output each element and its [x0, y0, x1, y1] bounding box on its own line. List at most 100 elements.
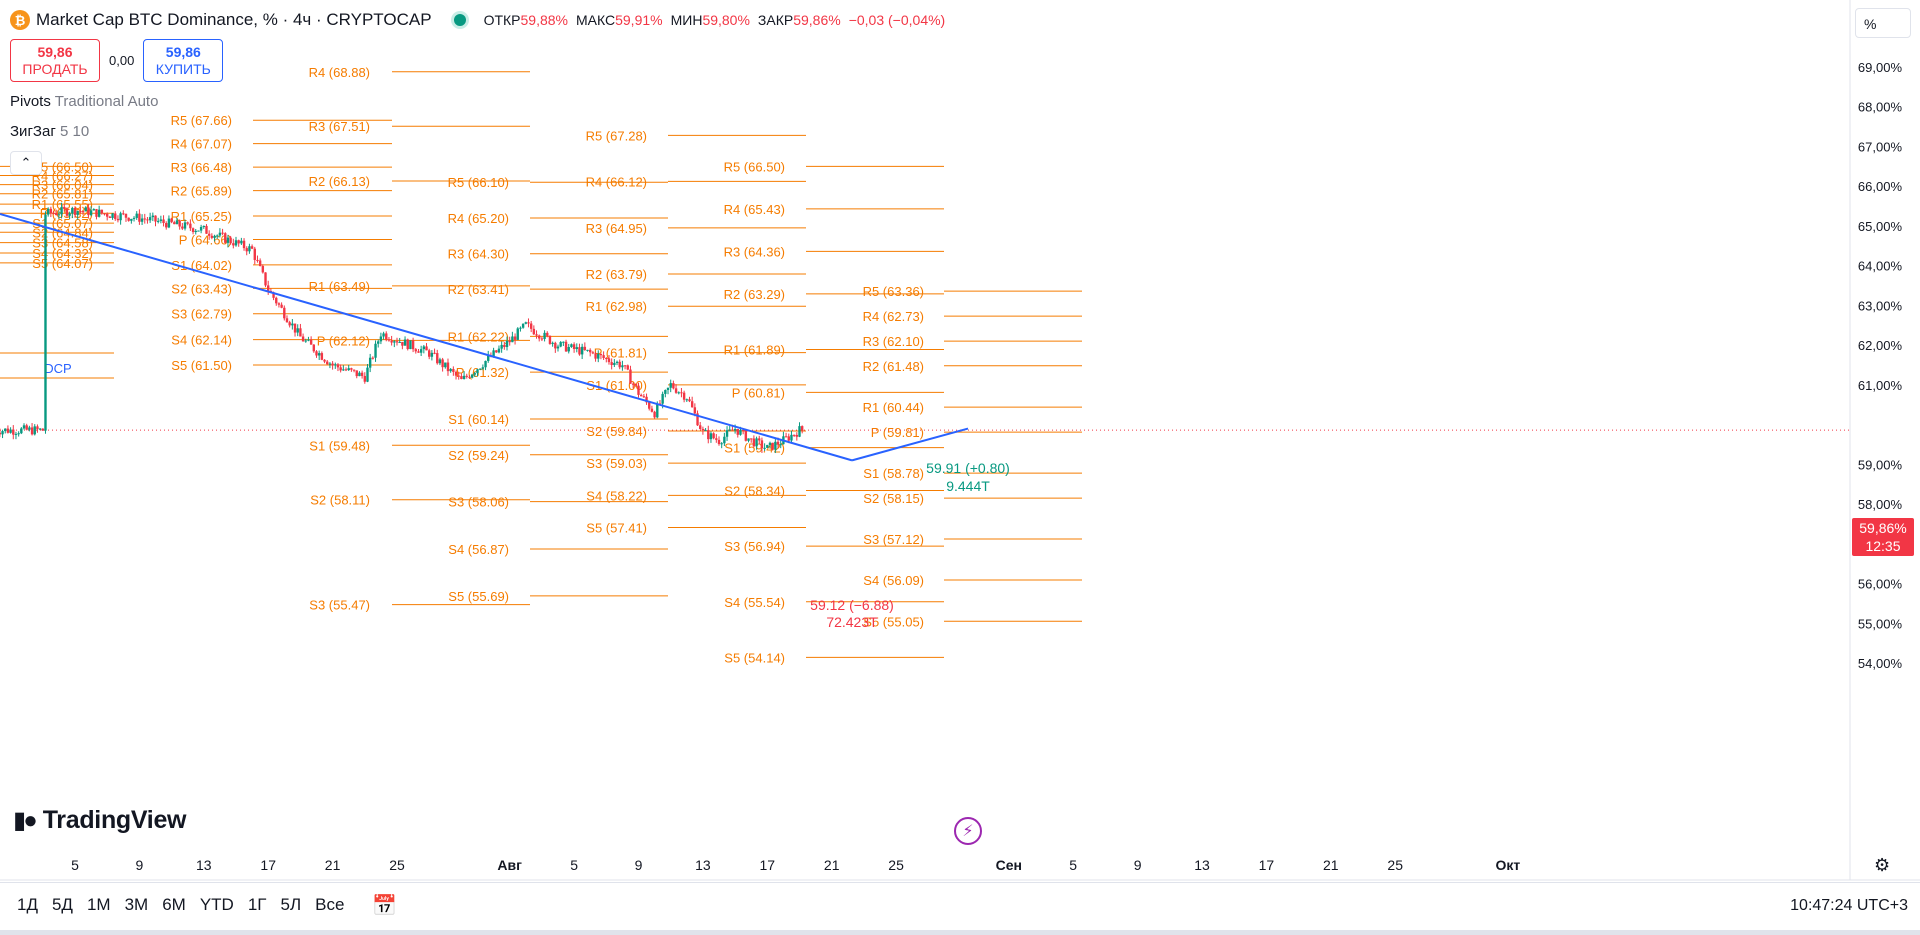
range-button[interactable]: 1Г: [247, 895, 267, 914]
candle-body: [436, 353, 439, 364]
range-button[interactable]: 1Д: [17, 895, 38, 914]
range-button[interactable]: YTD: [199, 895, 234, 914]
range-button[interactable]: 1М: [86, 895, 111, 914]
candle-body: [135, 213, 138, 218]
candle-body: [390, 340, 393, 343]
pivot-label: S1 (58.78): [863, 466, 924, 481]
collapse-indicators-button[interactable]: ⌃: [10, 151, 42, 175]
candle-body: [95, 209, 98, 217]
symbol-title[interactable]: Market Cap BTC Dominance, % · 4ч · CRYPT…: [36, 10, 432, 29]
candle-body: [664, 390, 667, 394]
candle-body: [481, 367, 485, 369]
candle-body: [326, 361, 329, 365]
pivot-label: R4 (62.73): [863, 309, 924, 324]
candle-body: [73, 208, 77, 215]
candle-body: [221, 232, 224, 234]
timezone-clock[interactable]: 10:47:24 UTC+3: [1790, 897, 1908, 914]
buy-button[interactable]: 59,86 КУПИТЬ: [143, 39, 224, 82]
pivot-label: R1 (63.49): [309, 279, 370, 294]
pivot-label: S4 (64.32): [32, 246, 93, 261]
time-label: 21: [325, 857, 341, 873]
range-button[interactable]: 3М: [124, 895, 149, 914]
candle-body: [610, 362, 613, 366]
candle-body: [602, 355, 605, 358]
pivot-label: R5 (66.10): [448, 175, 509, 190]
price-unit-selector[interactable]: %: [1855, 8, 1911, 38]
indicator-pivots[interactable]: Pivots Traditional Auto: [10, 93, 158, 110]
candle-body: [403, 339, 407, 346]
candle-body: [207, 233, 211, 236]
candle-body: [546, 332, 549, 336]
ohlc-value: 59,88%: [520, 12, 568, 28]
pivot-label: S4 (55.54): [724, 595, 785, 610]
candle-body: [28, 427, 31, 430]
indicator-zigzag[interactable]: ЗигЗаг 5 10: [10, 123, 89, 140]
candle-body: [138, 213, 141, 222]
indicator-name: Pivots: [10, 93, 51, 110]
candle-body: [167, 218, 171, 228]
candle-body: [202, 225, 205, 228]
range-button[interactable]: Все: [315, 895, 345, 914]
market-status-icon[interactable]: [453, 14, 466, 26]
pivot-label: S3 (55.47): [309, 598, 370, 613]
candle-body: [277, 303, 281, 305]
candle-body: [723, 436, 726, 444]
time-label: 17: [260, 857, 276, 873]
pivot-label: S3 (59.03): [586, 456, 647, 471]
pivot-label: S5 (57.41): [586, 521, 647, 536]
tradingview-logo[interactable]: ▮● TradingView: [13, 806, 187, 835]
lightning-icon[interactable]: ⚡: [954, 817, 982, 845]
gear-icon[interactable]: ⚙: [1874, 855, 1891, 875]
candle-body: [607, 358, 611, 363]
candle-body: [747, 438, 750, 441]
pivot-label: S3 (64.58): [32, 236, 93, 251]
sell-label: ПРОДАТЬ: [22, 60, 88, 77]
candle-body: [283, 307, 286, 319]
pivot-label: P (61.81): [594, 346, 647, 361]
candle-body: [656, 403, 659, 418]
time-label: 5: [570, 857, 578, 873]
candle-body: [715, 438, 718, 440]
candle-body: [132, 217, 136, 219]
pivot-label: R1 (62.98): [586, 299, 647, 314]
candle-body: [275, 297, 278, 304]
scrollbar[interactable]: [0, 930, 1920, 935]
calendar-icon[interactable]: 📅: [372, 895, 397, 917]
candle-body: [454, 371, 458, 376]
current-price-tag: 59,86% 12:35: [1852, 518, 1914, 556]
pivot-label: R5 (63.36): [863, 284, 924, 299]
candle-body: [583, 346, 587, 350]
range-button[interactable]: 6М: [162, 895, 186, 914]
candle-body: [293, 323, 297, 333]
bar-countdown: 12:35: [1865, 538, 1901, 554]
time-label: 21: [824, 857, 840, 873]
candle-body: [680, 392, 683, 394]
pivot-label: R3 (67.51): [309, 119, 370, 134]
price-label: 58,00%: [1858, 497, 1903, 512]
price-label: 55,00%: [1858, 616, 1903, 631]
range-button[interactable]: 5Д: [51, 895, 73, 914]
range-button[interactable]: 5Л: [280, 895, 302, 914]
candle-body: [374, 343, 377, 358]
pivot-label: S5 (61.50): [171, 358, 232, 373]
candle-body: [9, 429, 12, 433]
sell-button[interactable]: 59,86 ПРОДАТЬ: [10, 39, 100, 82]
pivot-extra-label: DCP: [44, 361, 71, 376]
candle-body: [309, 339, 313, 345]
pivot-label: R2 (65.81): [32, 187, 93, 202]
candle-body: [328, 363, 332, 365]
candle-body: [717, 439, 721, 445]
candle-body: [693, 407, 697, 414]
ohlc-value: −0,03 (−0,04%): [848, 12, 946, 28]
candle-body: [320, 353, 324, 360]
pivot-label: R4 (68.88): [309, 65, 370, 80]
candle-body: [301, 336, 305, 342]
candle-body: [0, 432, 2, 435]
symbol-header[interactable]: ₿ Market Cap BTC Dominance, % · 4ч · CRY…: [10, 10, 953, 30]
unit-label: %: [1864, 16, 1877, 32]
candle-body: [242, 240, 246, 249]
pivot-label: R2 (61.48): [863, 359, 924, 374]
candle-body: [744, 429, 748, 441]
pivot-label: S4 (62.14): [171, 333, 232, 348]
